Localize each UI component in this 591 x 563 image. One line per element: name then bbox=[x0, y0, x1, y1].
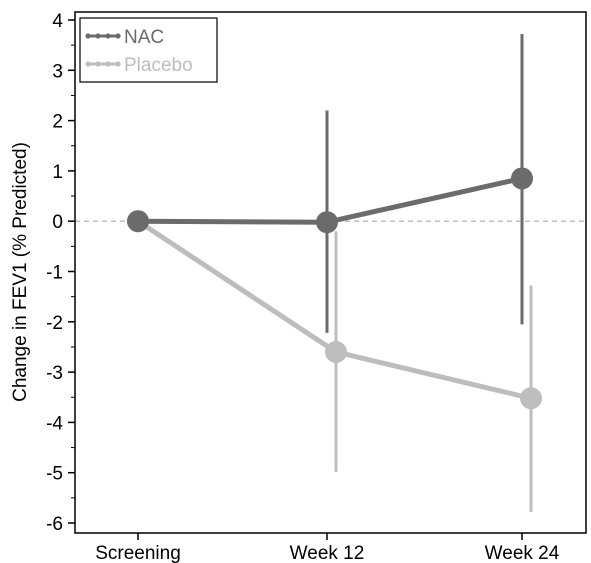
x-tick-label: Week 12 bbox=[290, 543, 365, 563]
plot-area bbox=[75, 12, 586, 533]
legend-box bbox=[79, 17, 218, 83]
legend-marker bbox=[85, 61, 91, 67]
legend-item-placebo: Placebo bbox=[85, 55, 193, 76]
y-tick-label: 4 bbox=[52, 11, 63, 32]
y-tick-label: -6 bbox=[46, 514, 63, 535]
data-point bbox=[511, 167, 533, 190]
y-tick-label: -2 bbox=[46, 313, 63, 334]
legend-item-nac: NAC bbox=[85, 27, 164, 48]
y-tick-label: -5 bbox=[46, 464, 63, 485]
legend-marker bbox=[95, 61, 101, 67]
legend-marker bbox=[105, 61, 111, 67]
legend-label: Placebo bbox=[124, 55, 193, 76]
y-tick-label: -1 bbox=[46, 263, 63, 284]
y-tick-label: 0 bbox=[52, 212, 63, 233]
legend-label: NAC bbox=[124, 27, 164, 48]
legend-marker bbox=[105, 33, 111, 39]
x-tick-label: Week 24 bbox=[485, 543, 560, 563]
y-tick-label: 3 bbox=[52, 61, 63, 82]
y-axis-ticks: 4 3 2 1 0 -1 -2 -3 -4 -5 -6 bbox=[46, 11, 75, 535]
y-tick-label: -3 bbox=[46, 363, 63, 384]
x-tick-label: Screening bbox=[95, 543, 181, 563]
data-point bbox=[325, 340, 347, 363]
legend-marker bbox=[115, 33, 121, 39]
series-layer bbox=[127, 34, 542, 512]
y-tick-label: 2 bbox=[52, 112, 63, 133]
legend: NAC Placebo bbox=[79, 17, 218, 83]
plot-frame bbox=[74, 11, 587, 534]
y-tick-label: -4 bbox=[46, 413, 63, 434]
y-axis-title: Change in FEV1 (% Predicted) bbox=[10, 142, 31, 402]
x-axis-ticks: Screening Week 12 Week 24 bbox=[95, 533, 560, 563]
data-point bbox=[520, 387, 542, 410]
series-nac bbox=[127, 34, 533, 333]
legend-marker bbox=[115, 61, 121, 67]
legend-marker bbox=[95, 33, 101, 39]
data-point bbox=[127, 210, 149, 233]
data-point bbox=[316, 211, 338, 234]
y-tick-label: 1 bbox=[52, 162, 63, 183]
legend-marker bbox=[85, 33, 91, 39]
